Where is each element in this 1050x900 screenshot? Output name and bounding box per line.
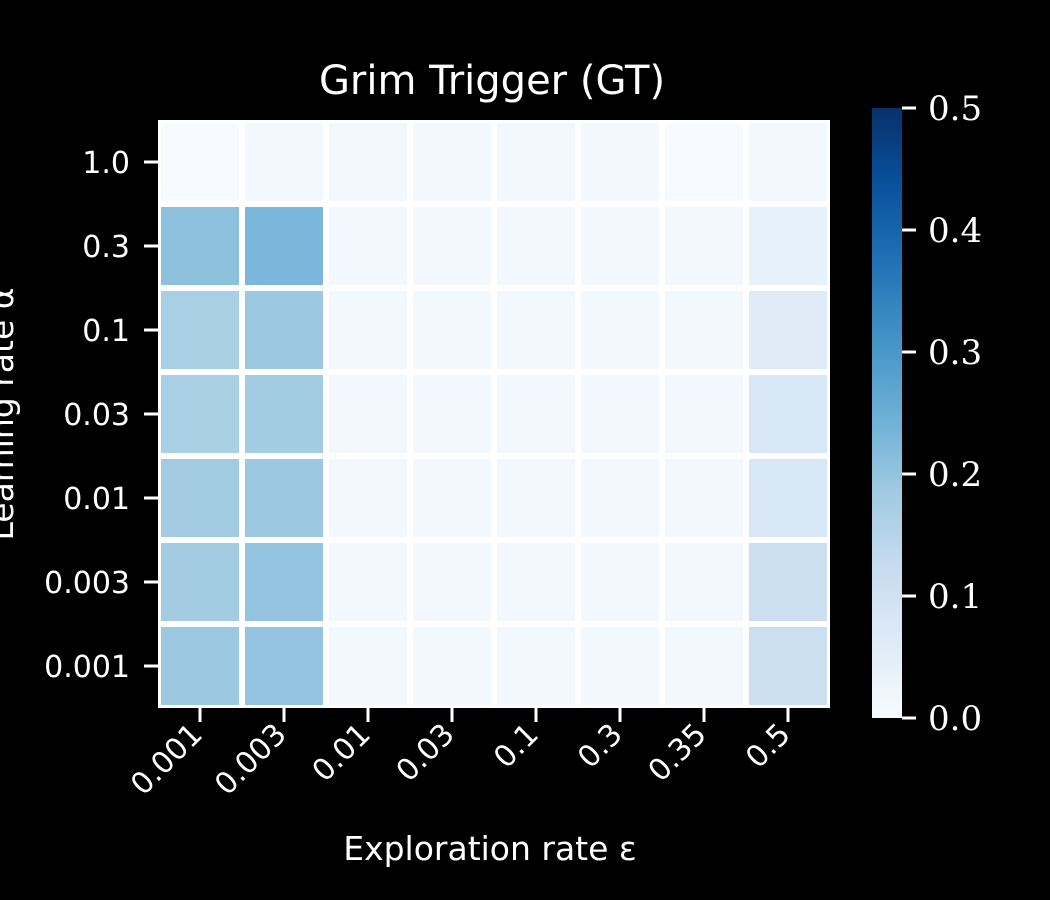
heatmap-cell (161, 627, 239, 705)
heatmap-cell (329, 459, 407, 537)
heatmap-cell (749, 123, 827, 201)
heatmap-cell (161, 459, 239, 537)
heatmap-cell (413, 627, 491, 705)
heatmap-cell (749, 207, 827, 285)
heatmap-cell (161, 123, 239, 201)
heatmap-cell (245, 375, 323, 453)
heatmap-cell (749, 627, 827, 705)
y-tick-label: 0.03 (63, 398, 130, 433)
x-tick-label: 0.01 (306, 717, 378, 789)
chart-title: Grim Trigger (GT) (319, 58, 665, 104)
x-tick-label: 0.35 (642, 717, 714, 789)
heatmap-cell (749, 543, 827, 621)
heatmap-cell (581, 543, 659, 621)
x-tick-label: 0.3 (571, 717, 629, 775)
colorbar-tick-label: 0.0 (928, 699, 982, 739)
x-tick-label: 0.5 (739, 717, 797, 775)
heatmap-cell (581, 459, 659, 537)
y-axis: 1.0 0.3 0.1 0.03 0.01 0.003 0.001 (44, 146, 158, 685)
heatmap-cell (749, 459, 827, 537)
x-tick-label: 0.03 (390, 717, 462, 789)
heatmap-cell (581, 375, 659, 453)
y-tick-label: 0.01 (63, 482, 130, 517)
heatmap-cell (665, 291, 743, 369)
heatmap-cell (329, 207, 407, 285)
heatmap-cell (245, 459, 323, 537)
colorbar: 0.0 0.1 0.2 0.3 0.4 0.5 (872, 89, 982, 739)
y-axis-label: Learning rate α (0, 287, 21, 540)
heatmap-cell (161, 207, 239, 285)
heatmap-cell (497, 627, 575, 705)
heatmap-cell (245, 123, 323, 201)
heatmap-cell (245, 543, 323, 621)
heatmap-cell (329, 123, 407, 201)
heatmap-cell (413, 123, 491, 201)
heatmap-cell (497, 207, 575, 285)
colorbar-tick-label: 0.5 (928, 89, 982, 129)
heatmap-cell (413, 543, 491, 621)
heatmap-cell (497, 123, 575, 201)
heatmap-cell (665, 375, 743, 453)
heatmap-cell (749, 291, 827, 369)
heatmap-cell (581, 123, 659, 201)
heatmap-cell (245, 207, 323, 285)
heatmap-cell (413, 459, 491, 537)
heatmap-cell (413, 291, 491, 369)
heatmap-cell (329, 291, 407, 369)
heatmap-cell (665, 459, 743, 537)
heatmap-cell (329, 375, 407, 453)
colorbar-gradient (872, 108, 902, 718)
heatmap-cell (161, 375, 239, 453)
heatmap-cell (329, 543, 407, 621)
colorbar-tick-label: 0.2 (928, 455, 982, 495)
y-tick-label: 0.001 (44, 650, 130, 685)
y-tick-label: 0.003 (44, 566, 130, 601)
colorbar-tick-label: 0.4 (928, 211, 982, 251)
plot-area (158, 120, 830, 708)
heatmap-cell (245, 291, 323, 369)
y-tick-label: 0.1 (82, 314, 130, 349)
heatmap-cell (497, 459, 575, 537)
y-tick-label: 0.3 (82, 230, 130, 265)
heatmap-cell (581, 207, 659, 285)
x-axis-label: Exploration rate ε (343, 829, 637, 868)
heatmap-cell (581, 291, 659, 369)
heatmap-cell (329, 627, 407, 705)
heatmap-cell (749, 375, 827, 453)
x-tick-label: 0.003 (208, 717, 293, 802)
heatmap-cell (497, 375, 575, 453)
heatmap-cell (665, 627, 743, 705)
colorbar-tick-label: 0.3 (928, 333, 982, 373)
heatmap-cell (413, 375, 491, 453)
colorbar-ticks: 0.0 0.1 0.2 0.3 0.4 0.5 (902, 89, 982, 739)
x-tick-label: 0.1 (487, 717, 545, 775)
heatmap-cell (497, 291, 575, 369)
heatmap-cell (665, 207, 743, 285)
heatmap-cell (665, 123, 743, 201)
heatmap-cell (245, 627, 323, 705)
heatmap-cell (413, 207, 491, 285)
heatmap-cell (161, 291, 239, 369)
x-tick-label: 0.001 (124, 717, 209, 802)
heatmap-cells (161, 123, 827, 705)
y-tick-label: 1.0 (82, 146, 130, 181)
heatmap-cell (665, 543, 743, 621)
colorbar-tick-label: 0.1 (928, 577, 982, 617)
heatmap-cell (161, 543, 239, 621)
heatmap-cell (581, 627, 659, 705)
heatmap-cell (497, 543, 575, 621)
